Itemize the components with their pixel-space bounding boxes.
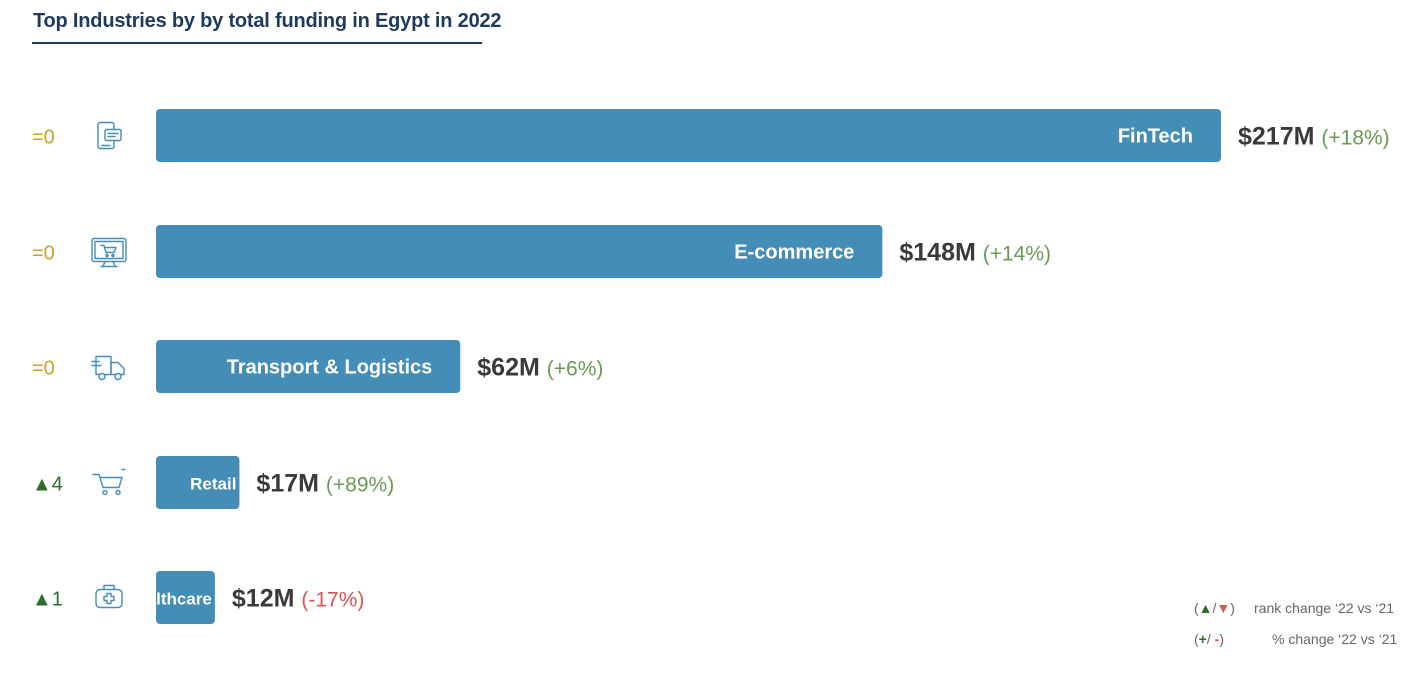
pct-change-healthcare: (-17%): [301, 589, 364, 612]
rank-change-retail: ▲4: [32, 474, 63, 496]
value-label-retail: $17M (+89%): [256, 470, 394, 498]
chart-title: Top Industries by by total funding in Eg…: [33, 10, 502, 32]
medical-kit-icon: [95, 584, 123, 609]
shopping-cart-icon: [92, 468, 126, 496]
legend-pct-symbols: (+/ -): [1194, 631, 1224, 647]
pct-change-retail: (+89%): [326, 474, 394, 497]
bar-transport-logistics: [156, 340, 461, 393]
rank-change-e-commerce: =0: [32, 243, 55, 265]
rank-change-fintech: =0: [32, 127, 55, 149]
delivery-truck-icon: [91, 355, 125, 381]
pct-change-e-commerce: (+14%): [983, 243, 1051, 266]
mobile-payment-icon: [97, 121, 122, 150]
bar-label-e-commerce: E-commerce: [734, 242, 854, 264]
bar-retail: [156, 456, 240, 509]
ecommerce-monitor-icon: [91, 237, 127, 268]
legend-rank-text: rank change ‘22 vs ‘21: [1254, 600, 1395, 616]
value-label-e-commerce: $148M (+14%): [899, 239, 1051, 267]
bar-healthcare: [156, 571, 215, 624]
pct-change-transport-logistics: (+6%): [547, 358, 604, 381]
bar-label-retail: Retail: [190, 475, 236, 494]
pct-change-fintech: (+18%): [1321, 127, 1389, 150]
bar-label-healthcare: Healthcare: [125, 590, 212, 609]
title-underline: [32, 42, 482, 44]
bar-fintech: [156, 109, 1221, 162]
bar-e-commerce: [156, 225, 883, 278]
bar-label-fintech: FinTech: [1118, 126, 1193, 148]
value-label-transport-logistics: $62M (+6%): [477, 354, 603, 382]
legend-pct-text: % change ‘22 vs ‘21: [1272, 631, 1398, 647]
rank-change-healthcare: ▲1: [32, 589, 63, 611]
rank-change-transport-logistics: =0: [32, 358, 55, 380]
legend-rank-symbols: (▲/▼): [1194, 600, 1235, 616]
value-label-healthcare: $12M (-17%): [232, 585, 365, 613]
value-label-fintech: $217M (+18%): [1238, 123, 1390, 151]
bar-label-transport-logistics: Transport & Logistics: [227, 357, 433, 379]
